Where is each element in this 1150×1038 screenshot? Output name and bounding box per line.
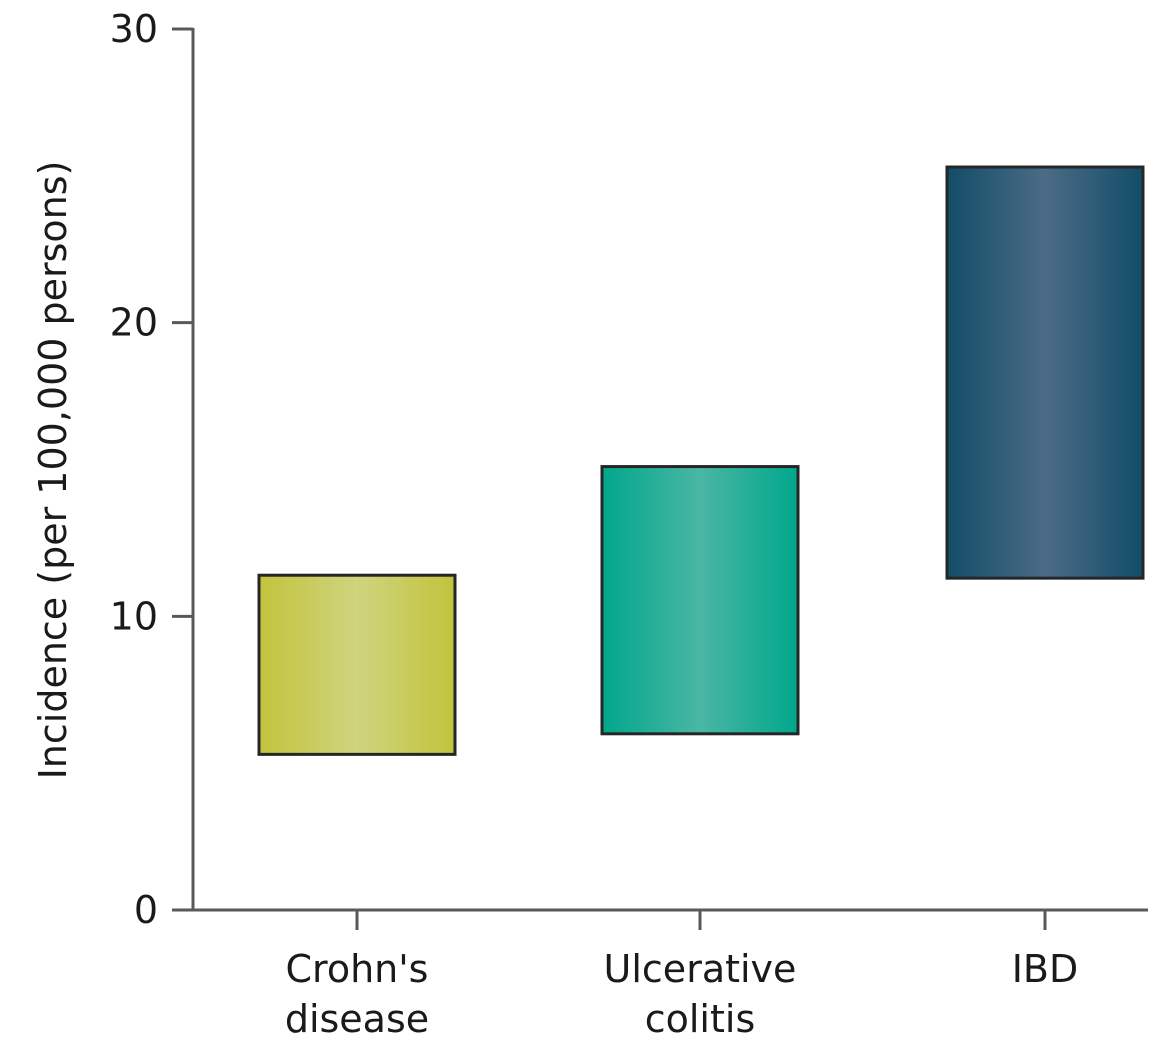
y-tick-label: 30 — [110, 7, 158, 51]
bars — [257, 165, 1145, 756]
y-axis-label: Incidence (per 100,000 persons) — [31, 161, 75, 780]
y-tick-label: 10 — [110, 594, 158, 638]
x-axis: Crohn's disease Ulcerative colitis IBD — [192, 908, 1148, 1038]
x-tick-label: Ulcerative — [604, 947, 797, 991]
x-tick-label: IBD — [1012, 947, 1079, 991]
x-tick-label: disease — [285, 997, 429, 1038]
x-tick-label: colitis — [645, 997, 756, 1038]
y-tick-label: 20 — [110, 301, 158, 345]
range-bar — [600, 465, 800, 736]
y-tick-label: 0 — [134, 888, 158, 932]
y-axis: 0 10 20 30 — [110, 7, 195, 932]
range-bar — [257, 573, 457, 756]
x-tick-label: Crohn's — [286, 947, 429, 991]
range-bar — [945, 165, 1145, 580]
